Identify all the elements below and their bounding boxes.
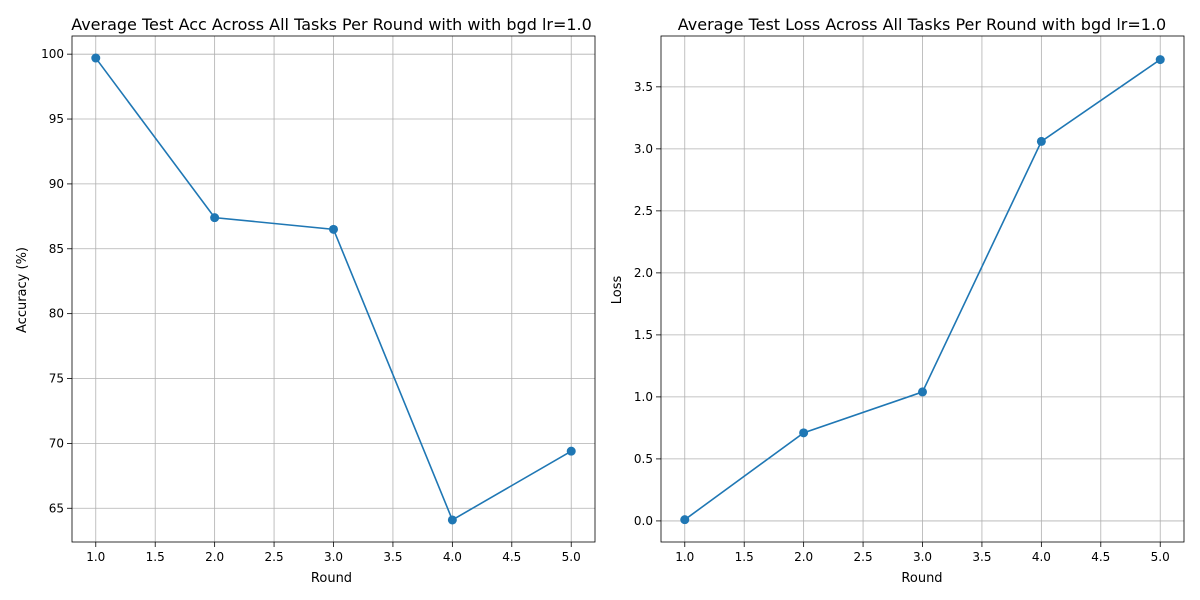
loss-y-tick-label: 1.0 [634,390,653,404]
loss-x-tick-label: 1.5 [735,550,754,564]
accuracy-y-tick-label: 75 [49,372,64,386]
accuracy-data-point [210,213,220,223]
accuracy-x-tick-label: 1.5 [146,550,165,564]
loss-data-point [1155,55,1165,65]
loss-x-tick-label: 2.5 [854,550,873,564]
loss-x-tick-label: 4.5 [1091,550,1110,564]
loss-y-axis-label: Loss [610,276,625,305]
accuracy-x-tick-label: 5.0 [562,550,581,564]
accuracy-y-tick-label: 100 [41,47,64,61]
accuracy-x-tick-label: 4.5 [502,550,521,564]
loss-y-tick-label: 2.0 [634,266,653,280]
accuracy-x-tick-label: 2.5 [265,550,284,564]
loss-x-tick-label: 3.0 [913,550,932,564]
loss-chart: Average Test Loss Across All Tasks Per R… [610,15,1185,586]
accuracy-y-tick-label: 85 [49,242,64,256]
loss-y-tick-label: 3.0 [634,142,653,156]
accuracy-x-tick-label: 3.0 [324,550,343,564]
loss-x-tick-label: 3.5 [972,550,991,564]
loss-y-tick-label: 1.5 [634,328,653,342]
accuracy-x-tick-label: 1.0 [86,550,105,564]
loss-y-tick-label: 0.5 [634,452,653,466]
loss-data-point [1036,136,1046,146]
accuracy-data-point [447,515,457,525]
loss-y-tick-label: 2.5 [634,204,653,218]
accuracy-x-tick-label: 3.5 [383,550,402,564]
accuracy-chart: Average Test Acc Across All Tasks Per Ro… [15,15,596,586]
accuracy-x-tick-label: 4.0 [443,550,462,564]
accuracy-y-tick-label: 90 [49,177,64,191]
accuracy-y-tick-label: 95 [49,112,64,126]
loss-x-tick-label: 4.0 [1032,550,1051,564]
accuracy-data-point [566,446,576,456]
accuracy-y-tick-label: 80 [49,307,64,321]
accuracy-y-axis-label: Accuracy (%) [15,247,30,333]
loss-x-tick-label: 2.0 [794,550,813,564]
loss-data-point [799,428,809,438]
accuracy-x-tick-label: 2.0 [205,550,224,564]
loss-data-point [918,387,927,397]
loss-data-point [680,515,690,525]
loss-y-tick-label: 3.5 [634,80,653,94]
accuracy-x-axis-label: Round [311,571,352,586]
loss-x-tick-label: 5.0 [1151,550,1170,564]
loss-x-tick-label: 1.0 [675,550,694,564]
accuracy-data-point [91,53,101,63]
accuracy-y-tick-label: 65 [49,501,64,515]
accuracy-data-point [329,224,338,234]
accuracy-chart-title: Average Test Acc Across All Tasks Per Ro… [71,15,592,34]
loss-y-tick-label: 0.0 [634,514,653,528]
loss-chart-title: Average Test Loss Across All Tasks Per R… [678,15,1166,34]
accuracy-y-tick-label: 70 [49,436,64,450]
loss-x-axis-label: Round [901,571,942,586]
